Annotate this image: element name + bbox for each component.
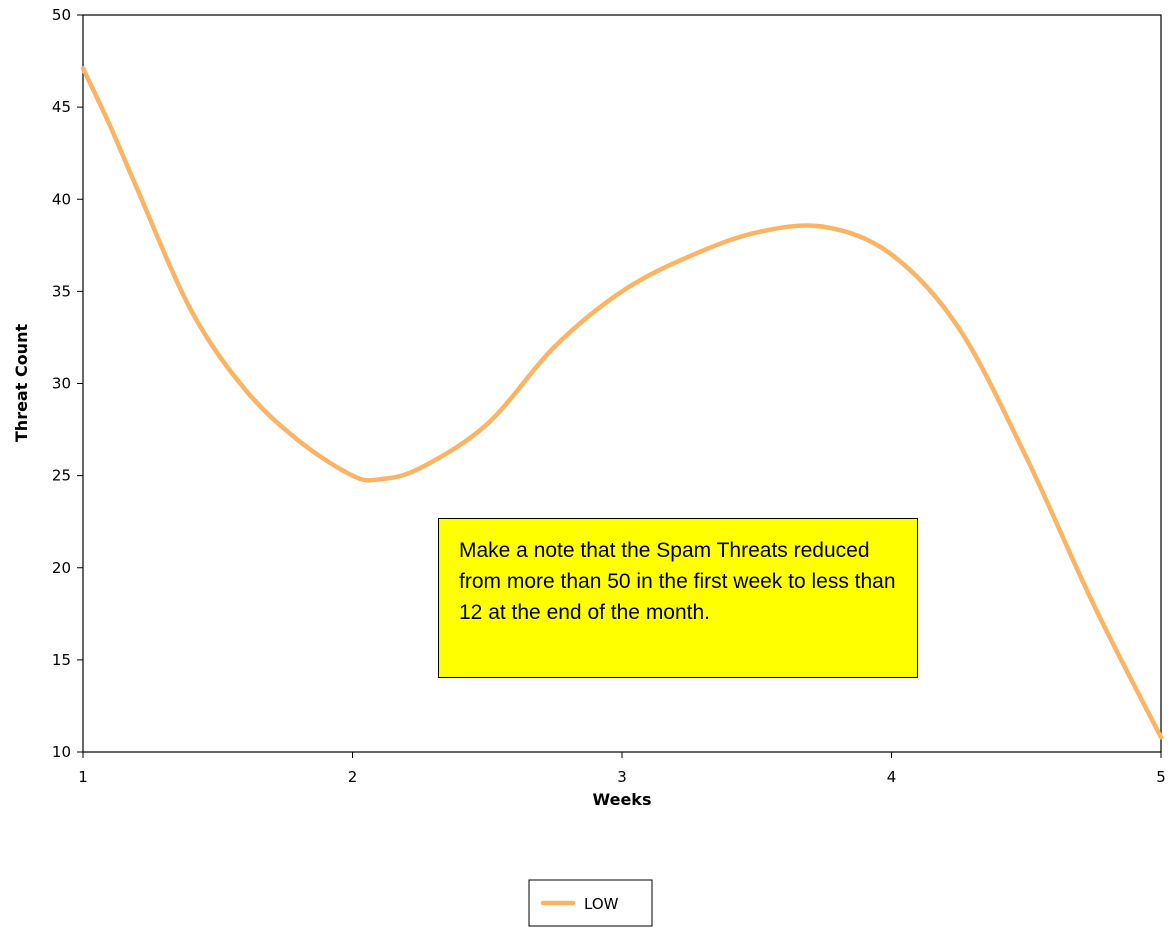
y-axis-title: Threat Count bbox=[12, 324, 31, 443]
legend: LOW bbox=[528, 879, 653, 927]
y-tick-label: 20 bbox=[52, 559, 71, 577]
series-line-low bbox=[80, 66, 1164, 740]
y-tick-label: 50 bbox=[52, 6, 71, 24]
x-tick-label: 1 bbox=[78, 768, 88, 786]
y-tick-label: 15 bbox=[52, 651, 71, 669]
y-tick-label: 40 bbox=[52, 190, 71, 208]
x-tick-label: 2 bbox=[348, 768, 358, 786]
y-tick-label: 10 bbox=[52, 743, 71, 761]
x-axis-title: Weeks bbox=[593, 790, 652, 809]
y-tick-label: 45 bbox=[52, 98, 71, 116]
legend-label-low: LOW bbox=[584, 895, 619, 913]
x-tick-label: 4 bbox=[887, 768, 897, 786]
y-tick-label: 30 bbox=[52, 375, 71, 393]
annotation-note: Make a note that the Spam Threats reduce… bbox=[438, 518, 918, 678]
x-tick-label: 3 bbox=[617, 768, 627, 786]
x-tick-label: 5 bbox=[1156, 768, 1166, 786]
y-tick-label: 25 bbox=[52, 467, 71, 485]
y-tick-label: 35 bbox=[52, 282, 71, 300]
